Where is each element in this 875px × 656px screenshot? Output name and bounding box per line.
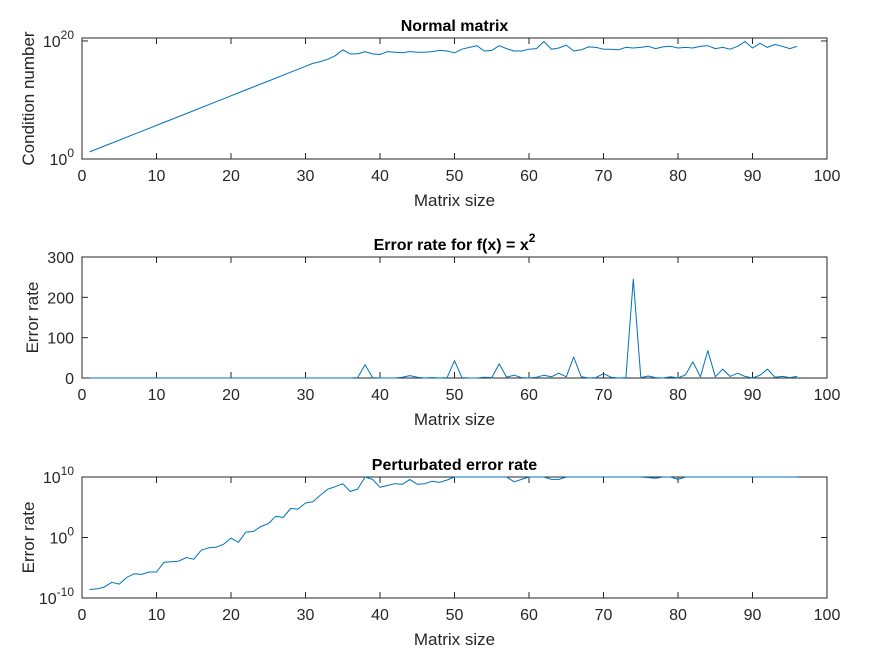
y-tick-label: 100	[47, 331, 74, 348]
y-tick-label: 1020	[43, 28, 74, 51]
x-axis-label: Matrix size	[414, 410, 495, 429]
y-tick-exponent: 10	[61, 464, 75, 478]
x-tick-label: 70	[595, 168, 613, 185]
x-tick-label: 10	[148, 607, 166, 624]
x-tick-label: 70	[595, 387, 613, 404]
y-tick-exponent: 0	[67, 525, 74, 539]
x-tick-label: 10	[148, 387, 166, 404]
series-line-1	[89, 41, 798, 153]
series-line-1	[89, 278, 798, 379]
y-tick-base: 10	[50, 531, 68, 548]
x-tick-label: 80	[669, 607, 687, 624]
x-tick-label: 100	[814, 168, 841, 185]
chart-title-superscript: 2	[529, 231, 536, 245]
x-axis-label: Matrix size	[414, 630, 495, 649]
subplot-2: 0 10 20 30 40 50 60 70 80 90 100 0 100 200 300 Error ra…	[23, 231, 840, 429]
x-tick-label: 80	[669, 168, 687, 185]
y-tick-label: 300	[47, 250, 74, 267]
x-tick-label: 40	[371, 168, 389, 185]
x-tick-label: 90	[744, 387, 762, 404]
x-tick-label: 40	[371, 387, 389, 404]
x-tick-label: 50	[446, 607, 464, 624]
series-line-1	[89, 476, 798, 590]
x-axis-label: Matrix size	[414, 191, 495, 210]
chart-title: Normal matrix	[401, 18, 509, 35]
y-tick-base: 10	[39, 591, 57, 608]
y-tick-label: 100	[50, 146, 75, 169]
x-tick-label: 100	[814, 387, 841, 404]
y-tick-exponent: 0	[67, 146, 74, 160]
y-axis-label: Error rate	[19, 502, 38, 574]
axes-box	[81, 476, 828, 599]
x-tick-label: 30	[297, 387, 315, 404]
x-tick-label: 40	[371, 607, 389, 624]
axes-box	[81, 256, 828, 379]
x-tick-label: 60	[520, 607, 538, 624]
x-tick-label: 70	[595, 607, 613, 624]
x-tick-label: 20	[222, 607, 240, 624]
x-tick-label: 50	[446, 168, 464, 185]
x-tick-label: 60	[520, 387, 538, 404]
y-tick-label: 0	[65, 371, 74, 388]
x-tick-label: 100	[814, 607, 841, 624]
y-tick-exponent: 20	[61, 28, 75, 42]
x-tick-label: 60	[520, 168, 538, 185]
x-tick-label: 10	[148, 168, 166, 185]
y-tick-label: 10-10	[39, 585, 74, 608]
x-tick-label: 0	[78, 387, 87, 404]
x-tick-label: 50	[446, 387, 464, 404]
x-tick-label: 90	[744, 607, 762, 624]
x-tick-label: 30	[297, 607, 315, 624]
x-tick-label: 30	[297, 168, 315, 185]
x-tick-label: 0	[78, 168, 87, 185]
chart-title: Error rate for f(x) = x2	[374, 231, 536, 254]
chart-title: Perturbated error rate	[372, 457, 537, 474]
y-tick-exponent: -10	[57, 585, 75, 599]
x-tick-label: 20	[222, 168, 240, 185]
y-tick-label: 100	[50, 525, 75, 548]
x-tick-label: 80	[669, 387, 687, 404]
y-axis-label: Condition number	[19, 31, 38, 166]
y-tick-base: 10	[50, 152, 68, 169]
y-axis-label: Error rate	[23, 282, 42, 354]
chart-title-text: Error rate for f(x) = x	[374, 237, 529, 254]
x-tick-label: 90	[744, 168, 762, 185]
x-tick-label: 20	[222, 387, 240, 404]
y-tick-base: 10	[43, 34, 61, 51]
y-tick-label: 200	[47, 290, 74, 307]
y-tick-base: 10	[43, 470, 61, 487]
y-tick-label: 1010	[43, 464, 74, 487]
axes-box	[81, 37, 828, 160]
x-tick-label: 0	[78, 607, 87, 624]
